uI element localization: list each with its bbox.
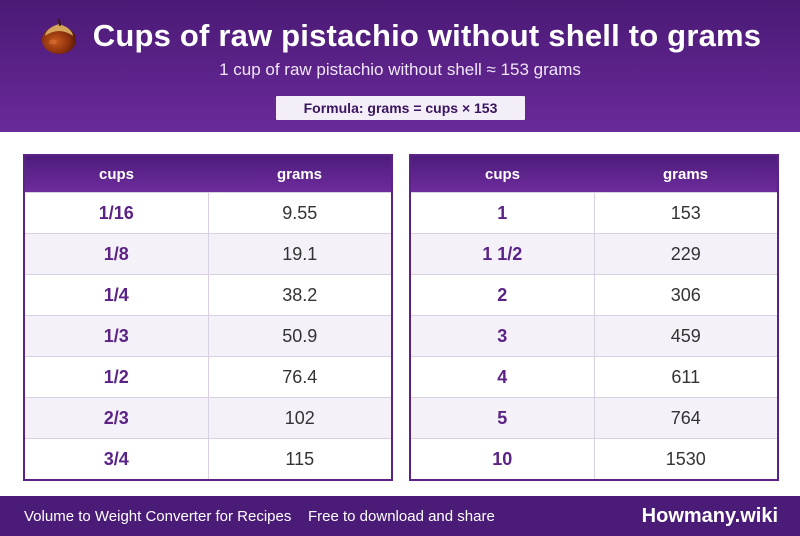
table-header: cups grams bbox=[411, 156, 777, 192]
cups-cell: 1/4 bbox=[25, 275, 209, 315]
grams-cell: 76.4 bbox=[282, 366, 318, 387]
title-row: Cups of raw pistachio without shell to g… bbox=[0, 14, 800, 58]
grams-cell: 102 bbox=[284, 407, 315, 428]
pistachio-nut-icon bbox=[41, 19, 76, 54]
footer-tagline: Free to download and share bbox=[308, 507, 495, 525]
cups-cell: 3/4 bbox=[25, 439, 209, 479]
column-header-grams: grams bbox=[276, 165, 323, 183]
cups-cell: 1/16 bbox=[25, 193, 209, 233]
grams-cell: 1530 bbox=[665, 448, 706, 469]
grams-cell: 459 bbox=[670, 325, 701, 346]
table-row: 3/4 115 bbox=[25, 438, 391, 479]
table-row: 2/3 102 bbox=[25, 397, 391, 438]
cups-cell: 1/2 bbox=[25, 357, 209, 397]
column-header-cups: cups bbox=[484, 165, 520, 183]
table-header: cups grams bbox=[25, 156, 391, 192]
footer-bar: Volume to Weight Converter for Recipes F… bbox=[0, 496, 800, 536]
grams-cell: 115 bbox=[285, 448, 315, 469]
cups-cell: 4 bbox=[411, 357, 595, 397]
conversion-table-large: cups grams 1 153 1 1/2 229 2 306 3 459 4… bbox=[409, 154, 779, 481]
table-row: 1 1/2 229 bbox=[411, 233, 777, 274]
table-row: 1/2 76.4 bbox=[25, 356, 391, 397]
footer-converter-link[interactable]: Volume to Weight Converter for Recipes bbox=[24, 507, 292, 525]
conversion-table-small: cups grams 1/16 9.55 1/8 19.1 1/4 38.2 1… bbox=[23, 154, 393, 481]
cups-cell: 10 bbox=[411, 439, 595, 479]
header-banner: Cups of raw pistachio without shell to g… bbox=[0, 0, 800, 132]
column-header-cups: cups bbox=[98, 165, 134, 183]
grams-cell: 306 bbox=[670, 284, 701, 305]
cups-cell: 2/3 bbox=[25, 398, 209, 438]
formula-box: Formula: grams = cups × 153 bbox=[276, 96, 525, 120]
grams-cell: 50.9 bbox=[282, 325, 318, 346]
grams-cell: 153 bbox=[670, 202, 701, 223]
cups-cell: 1 bbox=[411, 193, 595, 233]
grams-cell: 611 bbox=[671, 366, 701, 387]
cups-cell: 1/8 bbox=[25, 234, 209, 274]
page-title: Cups of raw pistachio without shell to g… bbox=[92, 18, 762, 53]
cups-cell: 1 1/2 bbox=[411, 234, 595, 274]
grams-cell: 38.2 bbox=[282, 284, 318, 305]
table-row: 1 153 bbox=[411, 192, 777, 233]
table-row: 1/16 9.55 bbox=[25, 192, 391, 233]
cups-cell: 2 bbox=[411, 275, 595, 315]
column-header-grams: grams bbox=[662, 165, 709, 183]
table-row: 3 459 bbox=[411, 315, 777, 356]
cups-cell: 1/3 bbox=[25, 316, 209, 356]
table-row: 2 306 bbox=[411, 274, 777, 315]
cups-cell: 3 bbox=[411, 316, 595, 356]
cups-cell: 5 bbox=[411, 398, 595, 438]
grams-cell: 9.55 bbox=[282, 202, 318, 223]
table-row: 4 611 bbox=[411, 356, 777, 397]
table-row: 5 764 bbox=[411, 397, 777, 438]
grams-cell: 229 bbox=[670, 243, 701, 264]
table-row: 1/3 50.9 bbox=[25, 315, 391, 356]
table-row: 1/8 19.1 bbox=[25, 233, 391, 274]
grams-cell: 764 bbox=[670, 407, 701, 428]
page-subtitle: 1 cup of raw pistachio without shell ≈ 1… bbox=[219, 60, 581, 79]
grams-cell: 19.1 bbox=[282, 243, 318, 264]
table-row: 1/4 38.2 bbox=[25, 274, 391, 315]
table-row: 10 1530 bbox=[411, 438, 777, 479]
brand-logo-text[interactable]: Howmany.wiki bbox=[641, 504, 778, 527]
